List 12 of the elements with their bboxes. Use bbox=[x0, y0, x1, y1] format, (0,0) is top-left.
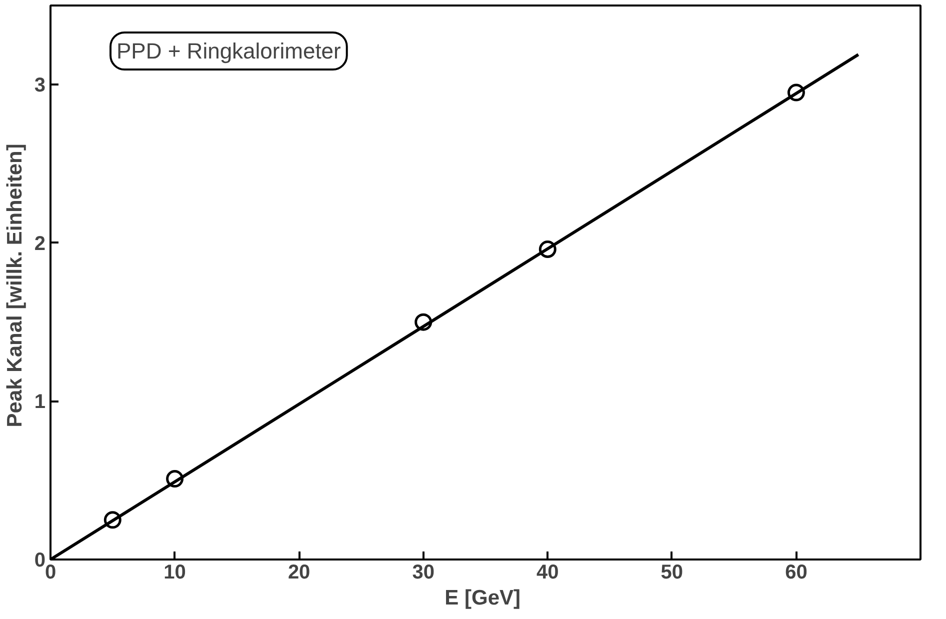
x-tick-label: 10 bbox=[164, 562, 186, 584]
x-tick-label: 40 bbox=[536, 562, 559, 584]
annotation: PPD + Ringkalorimeter bbox=[116, 38, 341, 64]
x-tick-label: 30 bbox=[412, 562, 434, 584]
y-tick-label: 2 bbox=[34, 232, 46, 255]
x-tick-label: 20 bbox=[288, 562, 310, 584]
y-tick-label: 1 bbox=[34, 391, 46, 414]
x-axis-title: E [GeV] bbox=[444, 586, 521, 610]
y-axis-title: Peak Kanal [willk. Einheiten] bbox=[3, 144, 26, 428]
y-tick-label: 3 bbox=[34, 74, 46, 97]
x-tick-label: 50 bbox=[660, 562, 684, 584]
x-tick-label: 60 bbox=[785, 562, 808, 584]
